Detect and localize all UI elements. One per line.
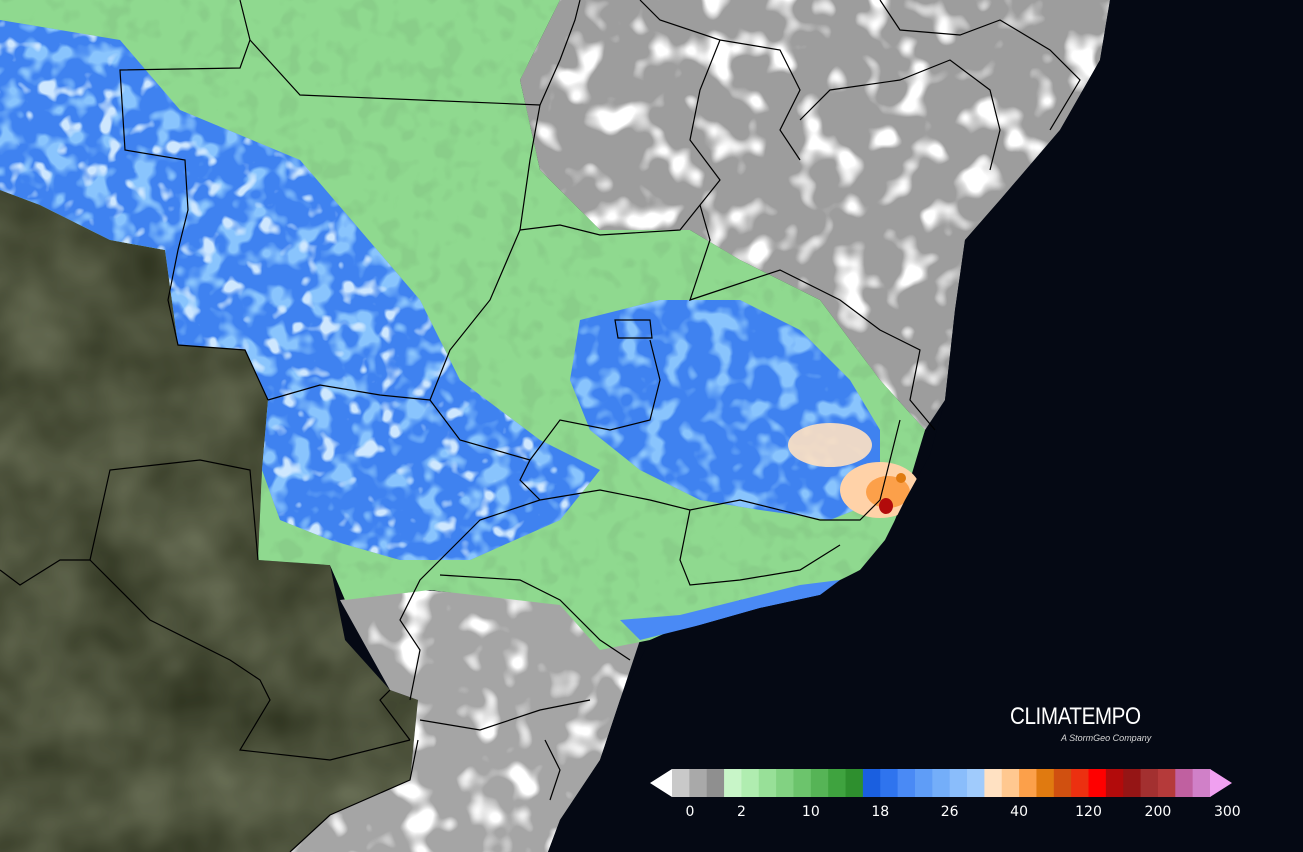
- legend-tick-label: 120: [1075, 804, 1102, 820]
- legend-swatch: [1175, 769, 1194, 797]
- coastline: [548, 0, 1303, 852]
- legend-swatch: [672, 769, 690, 797]
- legend-swatch: [897, 769, 916, 797]
- legend-swatch: [810, 769, 829, 797]
- intense-rain-core: [788, 423, 872, 467]
- legend-swatch: [1105, 769, 1124, 797]
- legend-swatch: [1140, 769, 1159, 797]
- legend-swatch: [724, 769, 742, 797]
- brand-tagline: A StormGeo Company: [1061, 733, 1152, 743]
- legend-tick-label: 10: [801, 804, 820, 820]
- brand-logo: CLIMATEMPO A StormGeo Company: [1010, 703, 1190, 747]
- legend-swatch: [880, 769, 899, 797]
- heavy-rain-coast: [620, 580, 840, 640]
- legend-tick-label: 200: [1144, 804, 1172, 820]
- legend-tick-label: 0: [685, 804, 695, 820]
- legend-color-bar: [650, 769, 1232, 797]
- legend-swatch: [1036, 769, 1055, 797]
- legend-tick-label: 26: [940, 804, 959, 820]
- legend-tick-label: 18: [871, 804, 890, 820]
- legend-swatch: [689, 769, 708, 797]
- brand-name: CLIMATEMPO: [1010, 703, 1141, 730]
- legend-swatch: [1192, 769, 1211, 797]
- legend-swatch: [949, 769, 968, 797]
- legend-arrow-low: [650, 769, 672, 797]
- legend-swatch: [984, 769, 1003, 797]
- legend-swatch: [862, 769, 881, 797]
- legend-swatch: [1001, 769, 1020, 797]
- legend-swatch: [706, 769, 725, 797]
- legend-tick-label: 2: [736, 804, 746, 820]
- legend-swatch: [932, 769, 951, 797]
- legend-swatch: [1053, 769, 1072, 797]
- precipitation-legend: 0 2 10 18 26 40 120 200 300: [650, 768, 1241, 828]
- legend-swatch: [914, 769, 933, 797]
- legend-swatch: [1071, 769, 1090, 797]
- legend-tick-label: 40: [1010, 804, 1028, 820]
- legend-swatch: [1019, 769, 1037, 797]
- legend-swatch: [845, 769, 864, 797]
- legend-swatch: [1088, 769, 1107, 797]
- legend-swatch: [1157, 769, 1176, 797]
- legend-swatch: [1123, 769, 1142, 797]
- legend-swatch: [758, 769, 777, 797]
- legend-swatch: [967, 769, 985, 797]
- legend-swatch: [828, 769, 847, 797]
- legend-arrow-high: [1210, 769, 1232, 797]
- legend-swatch: [793, 769, 812, 797]
- political-borders: [0, 0, 1081, 852]
- legend-swatch: [776, 769, 794, 797]
- legend-swatch: [741, 769, 760, 797]
- legend-tick-label: 300: [1213, 804, 1241, 820]
